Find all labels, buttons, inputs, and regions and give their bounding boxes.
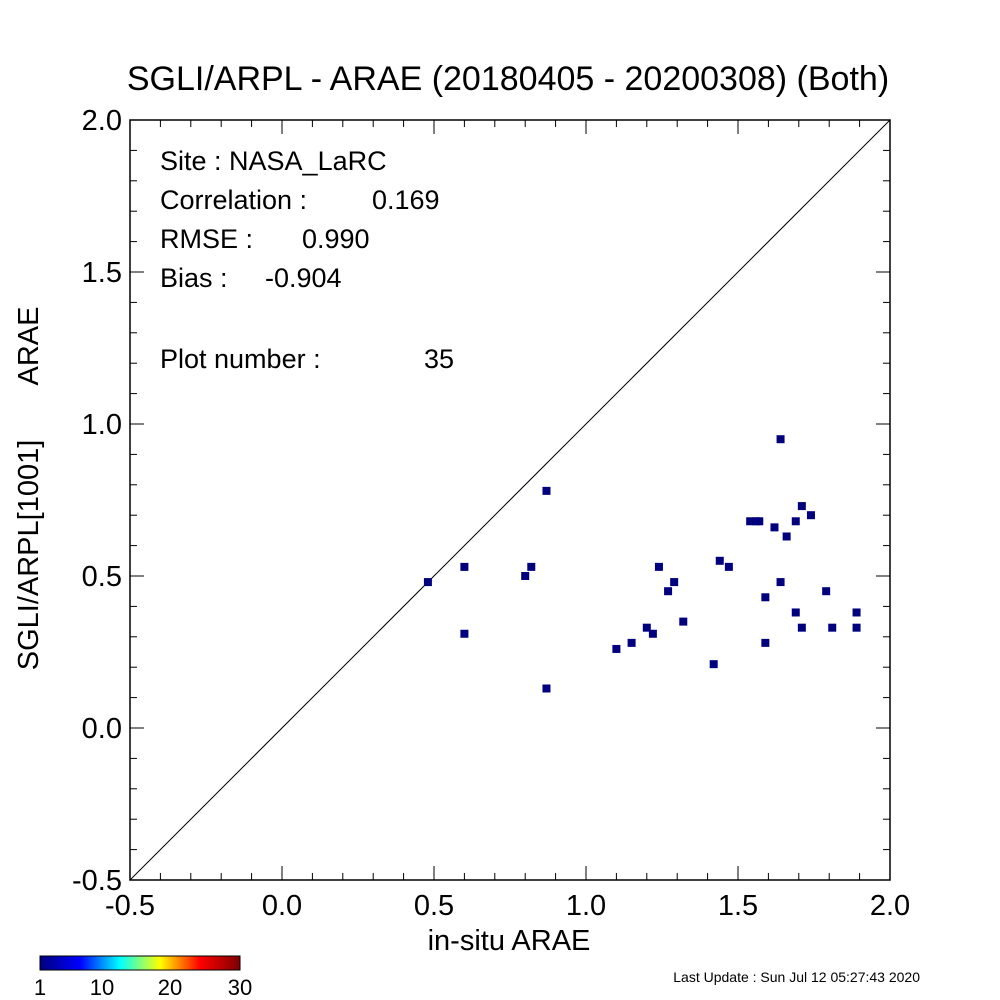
stat-rmse-label: RMSE : — [160, 224, 253, 254]
data-point — [761, 638, 770, 647]
y-axis-label: SGLI/ARPL[1001] — [13, 440, 45, 671]
data-point — [797, 502, 806, 511]
data-point — [423, 578, 432, 587]
data-point — [648, 629, 657, 638]
stat-plot-number-value: 35 — [424, 344, 454, 374]
x-axis-label: in-situ ARAE — [428, 925, 591, 957]
data-point — [460, 562, 469, 571]
stat-rmse-value: 0.990 — [302, 224, 370, 254]
data-point — [460, 629, 469, 638]
data-points — [423, 435, 861, 693]
x-tick-label: 0.0 — [262, 890, 302, 922]
x-tick-label: 1.5 — [718, 890, 758, 922]
x-tick-label: 0.5 — [414, 890, 454, 922]
tick-labels: -0.5 0.0 0.5 1.0 1.5 2.0 -0.5 0.0 0.5 1.0 1.5 2.0 — [72, 105, 910, 922]
stat-bias-value: -0.904 — [265, 263, 342, 293]
y-axis-label-suffix: ARAE — [13, 307, 45, 386]
data-point — [664, 587, 673, 596]
data-point — [791, 608, 800, 617]
x-tick-label: 2.0 — [870, 890, 910, 922]
colorbar — [39, 955, 241, 971]
stat-correlation-label: Correlation : — [160, 185, 307, 215]
y-tick-label: 1.5 — [82, 257, 122, 289]
data-point — [542, 486, 551, 495]
data-point — [715, 556, 724, 565]
colorbar-label-10: 10 — [90, 975, 114, 1000]
stat-site: Site : NASA_LaRC — [160, 146, 387, 176]
data-point — [806, 511, 815, 520]
stat-correlation-value: 0.169 — [372, 185, 440, 215]
x-tick-label: 1.0 — [566, 890, 606, 922]
data-point — [679, 617, 688, 626]
data-point — [746, 517, 755, 526]
data-point — [852, 608, 861, 617]
data-point — [791, 517, 800, 526]
y-tick-label: 1.0 — [82, 409, 122, 441]
data-point — [670, 578, 679, 587]
data-point — [782, 532, 791, 541]
data-point — [654, 562, 663, 571]
plot-frame — [129, 119, 891, 881]
data-point — [642, 623, 651, 632]
data-point — [828, 623, 837, 632]
data-point — [761, 593, 770, 602]
data-point — [542, 684, 551, 693]
data-point — [770, 523, 779, 532]
data-point — [527, 562, 536, 571]
chart-title: SGLI/ARPL - ARAE (20180405 - 20200308) (… — [127, 60, 889, 98]
x-tick-label: -0.5 — [105, 890, 155, 922]
data-point — [776, 578, 785, 587]
data-point — [724, 562, 733, 571]
colorbar-label-20: 20 — [158, 975, 182, 1000]
y-tick-label: -0.5 — [72, 865, 122, 897]
y-tick-label: 0.5 — [82, 561, 122, 593]
one-to-one-line — [129, 119, 891, 881]
data-point — [521, 572, 530, 580]
data-point — [776, 435, 785, 444]
stat-bias-label: Bias : — [160, 263, 228, 293]
data-point — [627, 638, 636, 647]
data-point — [755, 517, 764, 526]
data-point — [852, 623, 861, 632]
data-point — [822, 587, 831, 596]
data-point — [709, 660, 718, 669]
last-update-text: Last Update : Sun Jul 12 05:27:43 2020 — [673, 969, 920, 985]
data-point — [612, 644, 621, 653]
stat-plot-number-label: Plot number : — [160, 344, 321, 374]
data-point — [797, 623, 806, 632]
colorbar-label-1: 1 — [34, 975, 46, 1000]
y-tick-label: 2.0 — [82, 105, 122, 137]
y-tick-label: 0.0 — [82, 713, 122, 745]
colorbar-label-30: 30 — [228, 975, 252, 1000]
